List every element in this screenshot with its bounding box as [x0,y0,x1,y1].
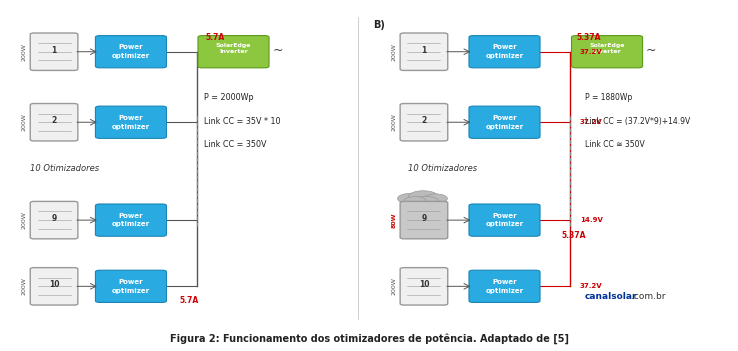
Text: Power: Power [119,279,143,285]
FancyBboxPatch shape [198,35,269,68]
FancyBboxPatch shape [95,270,167,303]
Text: Power: Power [492,213,517,219]
Text: 10 Otimizadores: 10 Otimizadores [407,164,477,173]
Text: SolarEdge: SolarEdge [215,43,251,48]
FancyBboxPatch shape [30,201,77,239]
Text: Link CC ≅ 350V: Link CC ≅ 350V [585,140,645,150]
Circle shape [424,194,447,203]
Text: optimizer: optimizer [486,221,523,227]
Text: Power: Power [119,115,143,121]
Text: 80W: 80W [392,212,397,228]
Text: 14.9V: 14.9V [580,217,603,223]
Text: optimizer: optimizer [486,288,523,294]
Text: 37.2V: 37.2V [580,283,602,289]
Text: Power: Power [492,115,517,121]
Text: 5.37A: 5.37A [562,231,586,240]
Text: 200W: 200W [392,43,397,61]
FancyBboxPatch shape [469,270,540,303]
Text: ~: ~ [272,44,283,57]
FancyBboxPatch shape [469,204,540,236]
Text: 10: 10 [418,280,430,289]
Text: .com.br: .com.br [631,292,666,301]
Text: 9: 9 [421,214,427,223]
Text: 200W: 200W [22,113,27,131]
Text: 37.2V: 37.2V [580,119,602,125]
Text: Figura 2: Funcionamento dos otimizadores de potência. Adaptado de [5]: Figura 2: Funcionamento dos otimizadores… [170,333,568,344]
Text: Power: Power [119,213,143,219]
FancyBboxPatch shape [400,201,448,239]
Text: P = 2000Wp: P = 2000Wp [204,93,254,102]
Text: Inverter: Inverter [593,49,621,54]
Text: Link CC = (37.2V*9)+14.9V: Link CC = (37.2V*9)+14.9V [585,117,690,126]
Text: P = 1880Wp: P = 1880Wp [585,93,632,102]
Text: optimizer: optimizer [112,288,150,294]
Text: optimizer: optimizer [486,53,523,59]
Text: 10 Otimizadores: 10 Otimizadores [30,164,100,173]
Text: Power: Power [492,44,517,51]
Text: 5.7A: 5.7A [180,296,199,305]
Text: 2: 2 [52,116,57,125]
Text: optimizer: optimizer [112,221,150,227]
FancyBboxPatch shape [469,106,540,138]
FancyBboxPatch shape [95,204,167,236]
FancyBboxPatch shape [95,35,167,68]
Text: B): B) [373,20,384,30]
FancyBboxPatch shape [30,33,77,71]
FancyBboxPatch shape [571,35,643,68]
Text: 5.7A: 5.7A [206,33,225,42]
Text: Link CC = 35V * 10: Link CC = 35V * 10 [204,117,280,126]
Text: optimizer: optimizer [486,124,523,130]
Text: 1: 1 [421,46,427,55]
Text: 2: 2 [421,116,427,125]
FancyBboxPatch shape [469,35,540,68]
Circle shape [404,197,426,205]
Text: Inverter: Inverter [219,49,248,54]
Text: 9: 9 [52,214,57,223]
Circle shape [413,196,438,207]
Circle shape [409,191,438,202]
Circle shape [398,193,424,204]
Text: Link CC = 350V: Link CC = 350V [204,140,266,150]
Text: 37.2V: 37.2V [580,49,602,55]
Text: SolarEdge: SolarEdge [590,43,625,48]
Text: canalsolar: canalsolar [585,292,638,301]
FancyBboxPatch shape [95,106,167,138]
Text: 1: 1 [52,46,57,55]
Text: 200W: 200W [22,277,27,295]
FancyBboxPatch shape [400,33,448,71]
Text: Power: Power [119,44,143,51]
FancyBboxPatch shape [400,104,448,141]
FancyBboxPatch shape [30,104,77,141]
Text: 200W: 200W [22,211,27,229]
Text: 10: 10 [49,280,59,289]
FancyBboxPatch shape [30,267,77,305]
Text: 200W: 200W [22,43,27,61]
Text: 200W: 200W [392,113,397,131]
Text: ~: ~ [646,44,657,57]
Text: optimizer: optimizer [112,124,150,130]
Text: 200W: 200W [392,277,397,295]
Text: Power: Power [492,279,517,285]
Text: 5.37A: 5.37A [576,33,601,42]
Text: optimizer: optimizer [112,53,150,59]
FancyBboxPatch shape [400,267,448,305]
